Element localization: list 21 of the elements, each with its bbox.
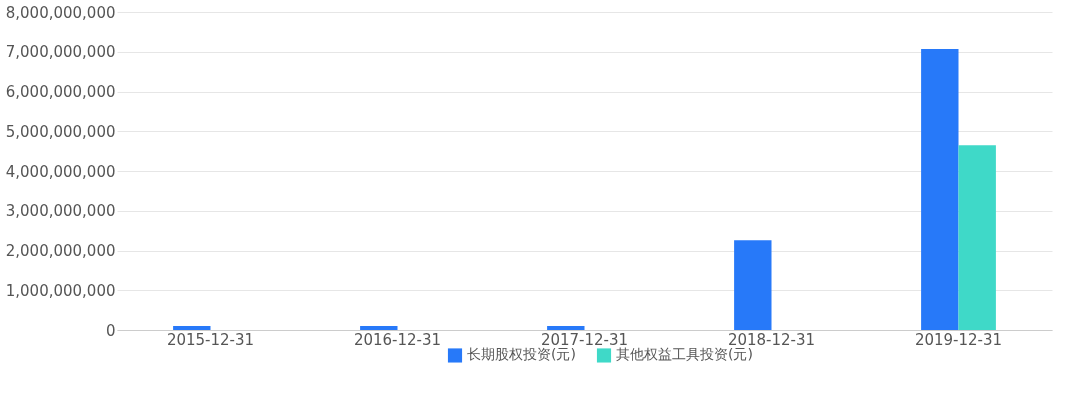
y-tick-label: 5,000,000,000: [5, 122, 116, 141]
x-tick-label: 2015-12-31: [166, 330, 255, 349]
bar: [547, 326, 585, 330]
legend-label: 其他权益工具投资(元): [616, 346, 753, 363]
x-tick-label: 2018-12-31: [727, 330, 816, 349]
bar: [734, 240, 772, 330]
y-tick-label: 6,000,000,000: [5, 83, 116, 101]
y-tick-label: 1,000,000,000: [5, 281, 116, 300]
bar: [173, 326, 211, 330]
y-tick-label: 8,000,000,000: [5, 3, 116, 22]
bar: [958, 145, 996, 330]
legend-label: 长期股权投资(元): [467, 346, 576, 363]
y-tick-label: 2,000,000,000: [5, 242, 116, 260]
y-tick-label: 7,000,000,000: [5, 43, 116, 62]
x-tick-label: 2019-12-31: [914, 330, 1003, 349]
bar: [360, 326, 398, 330]
y-tick-label: 4,000,000,000: [5, 162, 116, 181]
bar: [921, 48, 959, 330]
y-tick-label: 3,000,000,000: [5, 202, 116, 221]
y-tick-label: 0: [105, 321, 116, 340]
x-tick-label: 2016-12-31: [353, 330, 442, 349]
